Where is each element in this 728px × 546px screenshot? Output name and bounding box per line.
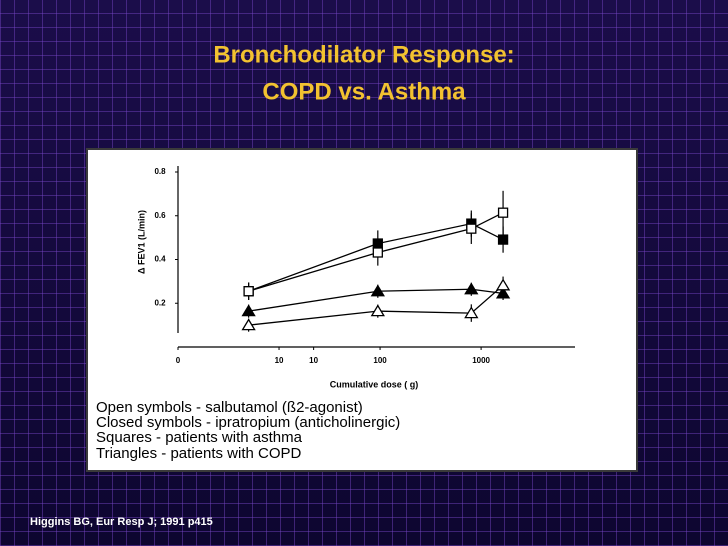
- figure-panel: [88, 150, 636, 470]
- triangle-marker: [370, 284, 385, 297]
- square-marker: [243, 286, 254, 297]
- x-tick-label: 10: [275, 356, 284, 365]
- triangle-marker: [464, 306, 479, 319]
- square-marker: [497, 234, 509, 245]
- note: Closed symbols - ipratropium (anticholin…: [96, 414, 400, 431]
- triangle-marker: [464, 282, 479, 295]
- series-line: [248, 288, 504, 312]
- plot: 0.2 0.4 0.6 0.8 0 10 10 100 1000: [154, 166, 575, 365]
- y-tick-label: 0.4: [154, 255, 166, 264]
- y-axis-label: Δ FEV1 (L/min): [136, 210, 146, 274]
- x-tick-label: 100: [373, 356, 387, 365]
- square-marker: [497, 207, 509, 218]
- y-tick-label: 0.6: [154, 211, 166, 220]
- citation: Higgins BG, Eur Resp J; 1991 p415: [30, 516, 213, 528]
- x-tick-label: 0: [176, 356, 181, 365]
- note: Squares - patients with asthma: [96, 429, 303, 446]
- series-line: [248, 284, 504, 326]
- series-line: [248, 222, 504, 292]
- triangle-marker: [241, 318, 256, 331]
- note: Open symbols - salbutamol (ß2-agonist): [96, 399, 363, 416]
- square-marker: [372, 247, 383, 258]
- note: Triangles - patients with COPD: [96, 445, 302, 462]
- triangle-marker: [370, 304, 385, 317]
- x-tick-label: 1000: [472, 356, 490, 365]
- series-line: [248, 212, 504, 292]
- slide-title: COPD vs. Asthma: [262, 78, 466, 105]
- square-marker: [466, 223, 477, 234]
- x-axis-label: Cumulative dose ( g): [330, 379, 419, 389]
- y-tick-label: 0.2: [154, 298, 166, 307]
- y-tick-label: 0.8: [154, 167, 166, 176]
- triangle-marker: [241, 304, 256, 317]
- x-tick-label: 10: [309, 356, 318, 365]
- triangle-marker: [495, 278, 511, 291]
- slide-title: Bronchodilator Response:: [213, 41, 514, 68]
